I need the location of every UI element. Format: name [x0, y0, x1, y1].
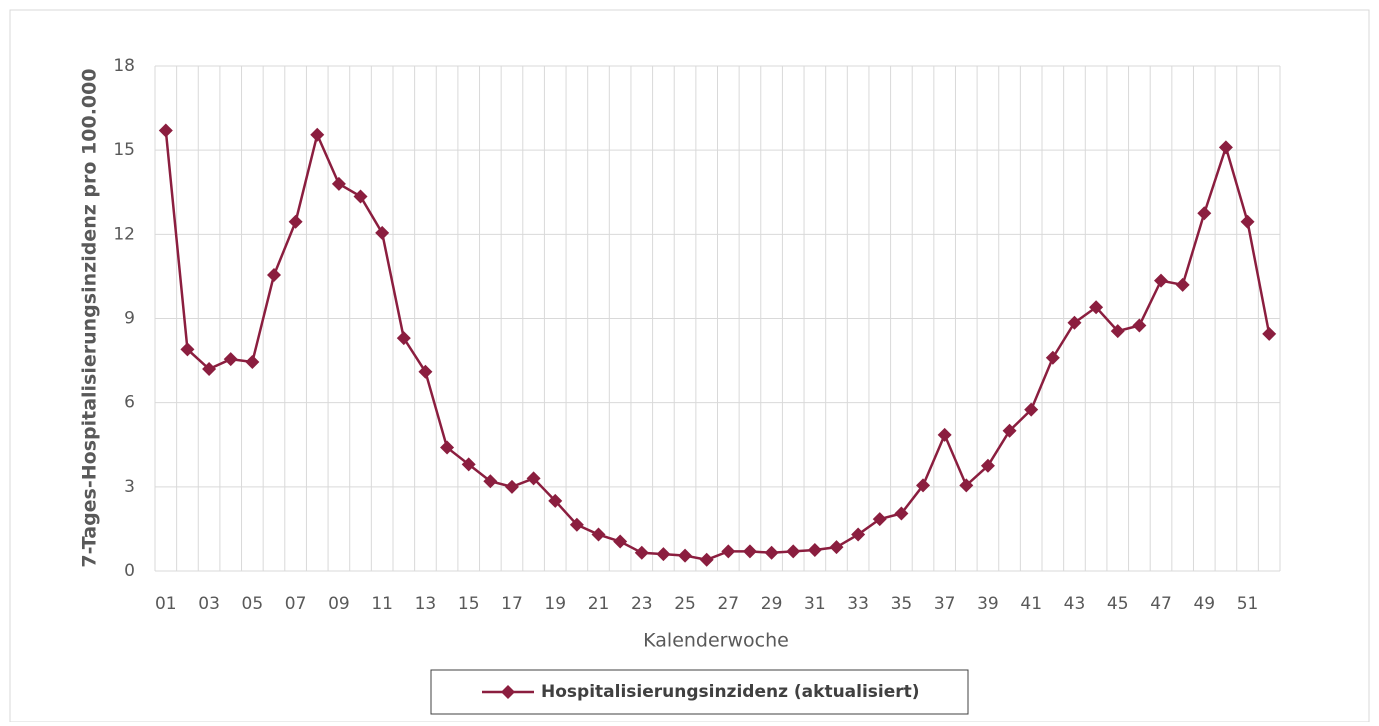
x-tick-label: 43 — [1064, 594, 1086, 614]
x-tick-label: 13 — [415, 594, 437, 614]
data-point — [569, 517, 584, 532]
data-point — [483, 474, 498, 489]
x-tick-label: 37 — [934, 594, 956, 614]
data-point — [742, 544, 757, 559]
x-tick-label: 17 — [501, 594, 523, 614]
data-point — [1110, 324, 1125, 339]
data-point — [1089, 300, 1104, 315]
data-point — [180, 342, 195, 357]
data-point — [418, 364, 433, 379]
data-point — [375, 225, 390, 240]
data-point — [959, 478, 974, 493]
x-tick-label: 45 — [1107, 594, 1129, 614]
data-point — [1067, 315, 1082, 330]
data-point — [851, 527, 866, 542]
x-tick-label: 25 — [674, 594, 696, 614]
y-tick-label: 12 — [113, 224, 135, 244]
data-point — [1240, 214, 1255, 229]
data-point — [440, 440, 455, 455]
data-point — [548, 493, 563, 508]
x-tick-label: 03 — [198, 594, 220, 614]
x-tick-label: 49 — [1193, 594, 1215, 614]
data-point — [202, 362, 217, 376]
data-point — [1218, 140, 1233, 155]
data-point — [1002, 423, 1017, 438]
legend-marker — [501, 685, 515, 699]
x-tick-label: 23 — [631, 594, 653, 614]
data-point — [829, 540, 844, 555]
data-point — [1197, 206, 1212, 221]
y-tick-label: 15 — [113, 140, 135, 160]
data-point — [1132, 318, 1147, 333]
x-tick-label: 07 — [285, 594, 307, 614]
x-tick-label: 09 — [328, 594, 350, 614]
legend-label: Hospitalisierungsinzidenz (aktualisiert) — [541, 682, 920, 702]
data-point — [872, 512, 887, 527]
data-point — [310, 127, 325, 142]
y-tick-label: 18 — [113, 56, 135, 76]
y-tick-label: 0 — [124, 561, 135, 581]
x-tick-label: 05 — [242, 594, 264, 614]
x-tick-label: 27 — [717, 594, 739, 614]
x-tick-label: 19 — [544, 594, 566, 614]
data-point — [916, 478, 931, 493]
data-point — [894, 506, 909, 521]
series-line — [164, 130, 1271, 562]
data-point — [245, 354, 260, 369]
x-tick-label: 11 — [371, 594, 393, 614]
data-point — [223, 352, 238, 367]
data-point — [699, 552, 714, 567]
data-point — [331, 176, 346, 191]
x-tick-label: 29 — [761, 594, 783, 614]
x-tick-label: 51 — [1237, 594, 1259, 614]
data-point — [656, 547, 671, 562]
x-tick-label: 15 — [458, 594, 480, 614]
data-point — [504, 479, 519, 494]
data-point — [1045, 350, 1060, 365]
x-tick-label: 47 — [1150, 594, 1172, 614]
data-point — [288, 214, 303, 229]
y-axis-label: 7-Tages-Hospitalisierungsinzidenz pro 10… — [79, 68, 101, 567]
data-point — [396, 331, 411, 346]
x-tick-label: 01 — [155, 594, 177, 614]
y-tick-label: 6 — [124, 393, 135, 413]
y-tick-label: 3 — [124, 477, 135, 497]
data-point — [678, 548, 693, 563]
x-tick-label: 39 — [977, 594, 999, 614]
x-tick-label: 33 — [847, 594, 869, 614]
data-point — [266, 268, 281, 283]
data-point — [721, 544, 736, 559]
data-point — [353, 189, 368, 204]
x-tick-label: 41 — [1020, 594, 1042, 614]
data-point — [591, 527, 606, 542]
data-point — [1154, 273, 1169, 288]
data-point — [980, 458, 995, 473]
data-point — [764, 545, 779, 560]
data-point — [461, 457, 476, 472]
data-point — [1262, 326, 1277, 341]
data-point — [613, 534, 628, 549]
data-point — [937, 427, 952, 442]
x-tick-label: 35 — [891, 594, 913, 614]
x-axis-label: Kalenderwoche — [643, 630, 789, 652]
x-tick-label: 31 — [804, 594, 826, 614]
data-point — [634, 545, 649, 560]
data-point — [1175, 277, 1190, 292]
y-tick-label: 9 — [124, 309, 135, 329]
data-point — [807, 542, 822, 557]
data-point — [1024, 402, 1039, 417]
data-point — [526, 471, 541, 486]
data-point — [158, 123, 173, 138]
x-tick-label: 21 — [588, 594, 610, 614]
data-point — [786, 544, 801, 559]
